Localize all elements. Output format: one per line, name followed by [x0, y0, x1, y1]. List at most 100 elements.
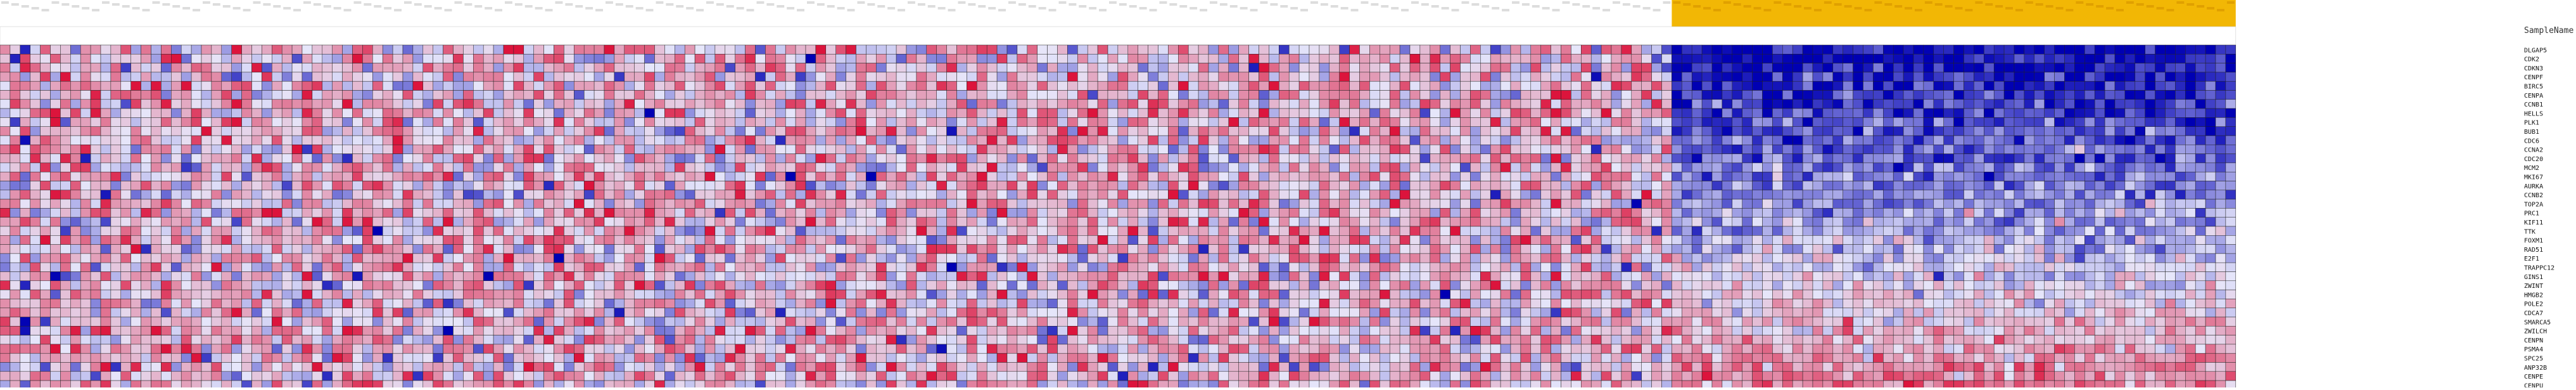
heatmap-cell	[1863, 135, 1874, 145]
heatmap-cell	[2225, 181, 2237, 191]
heatmap-cell	[80, 171, 91, 181]
heatmap-cell	[1953, 108, 1964, 118]
heatmap-cell	[2024, 217, 2035, 227]
heatmap-cell	[986, 117, 998, 127]
heatmap-cell	[523, 208, 534, 218]
heatmap-cell	[543, 171, 554, 181]
heatmap-cell	[141, 208, 151, 218]
heatmap-cell	[110, 181, 122, 191]
heatmap-cell	[50, 126, 61, 136]
heatmap-cell	[1701, 153, 1713, 164]
heatmap-cell	[141, 90, 151, 100]
heatmap-cell	[2124, 145, 2136, 154]
heatmap-cell	[1752, 44, 1763, 55]
heatmap-cell	[543, 99, 554, 109]
heatmap-cell	[1490, 145, 1501, 154]
heatmap-cell	[110, 135, 122, 145]
heatmap-cell	[1832, 162, 1843, 172]
heatmap-cell	[1480, 90, 1491, 100]
heatmap-cell	[473, 126, 484, 136]
heatmap-cell	[342, 235, 353, 245]
heatmap-cell	[1288, 145, 1300, 154]
heatmap-cell	[684, 117, 695, 127]
heatmap-cell	[513, 226, 524, 236]
heatmap-cell	[1490, 198, 1501, 209]
heatmap-cell	[2114, 44, 2126, 55]
column-header-tick	[2176, 1, 2185, 4]
heatmap-cell	[141, 181, 151, 191]
heatmap-cell	[453, 90, 464, 100]
heatmap-cell	[523, 54, 534, 63]
heatmap-cell	[1409, 81, 1421, 91]
heatmap-cell	[1168, 145, 1179, 154]
column-header-tick	[1804, 7, 1811, 10]
heatmap-cell	[825, 44, 836, 55]
heatmap-cell	[1389, 117, 1400, 127]
heatmap-cell	[2003, 181, 2015, 191]
heatmap-cell	[2024, 153, 2035, 164]
heatmap-cell	[483, 171, 494, 181]
heatmap-cell	[1953, 54, 1964, 63]
heatmap-cell	[1419, 162, 1431, 172]
heatmap-cell	[614, 135, 625, 145]
heatmap-cell	[1611, 198, 1622, 209]
heatmap-cell	[1520, 217, 1532, 227]
heatmap-cell	[523, 90, 534, 100]
heatmap-cell	[795, 117, 806, 127]
heatmap-cell	[1631, 145, 1642, 154]
heatmap-cell	[2145, 153, 2155, 164]
heatmap-cell	[1571, 135, 1582, 145]
heatmap-cell	[614, 153, 625, 164]
heatmap-cell	[1590, 162, 1602, 172]
heatmap-cell	[433, 153, 443, 164]
heatmap-cell	[392, 217, 403, 227]
heatmap-cell	[241, 108, 252, 118]
heatmap-cell	[543, 90, 554, 100]
heatmap-cell	[1561, 171, 1571, 181]
heatmap-cell	[1409, 181, 1421, 191]
heatmap-cell	[231, 208, 242, 218]
heatmap-cell	[956, 208, 967, 218]
heatmap-cell	[624, 108, 635, 118]
heatmap-cell	[1590, 126, 1602, 136]
heatmap-cell	[1641, 162, 1652, 172]
heatmap-cell	[1711, 217, 1723, 227]
heatmap-cell	[0, 44, 11, 55]
heatmap-cell	[1964, 117, 1974, 127]
column-header-tick	[92, 9, 99, 11]
heatmap-cell	[554, 153, 564, 164]
heatmap-cell	[815, 190, 827, 200]
heatmap-cell	[1269, 44, 1279, 55]
heatmap-cell	[1460, 44, 1471, 55]
heatmap-cell	[433, 171, 443, 181]
heatmap-cell	[1359, 44, 1370, 55]
heatmap-cell	[1319, 72, 1330, 82]
heatmap-cell	[473, 153, 484, 164]
heatmap-cell	[2135, 181, 2145, 191]
heatmap-cell	[1802, 171, 1813, 181]
heatmap-cell	[714, 145, 726, 154]
heatmap-cell	[2014, 126, 2025, 136]
column-header-tick	[444, 9, 452, 11]
heatmap-cell	[433, 99, 443, 109]
heatmap-cell	[564, 217, 574, 227]
heatmap-cell	[1742, 99, 1753, 109]
heatmap-cell	[694, 44, 706, 55]
heatmap-cell	[221, 171, 232, 181]
heatmap-cell	[291, 208, 303, 218]
heatmap-cell	[2003, 117, 2015, 127]
heatmap-cell	[352, 99, 363, 109]
heatmap-cell	[1047, 235, 1058, 245]
column-header-tick	[142, 9, 150, 11]
heatmap-cell	[1802, 126, 1813, 136]
heatmap-cell	[2084, 162, 2095, 172]
heatmap-cell	[503, 226, 514, 236]
heatmap-cell	[1298, 54, 1310, 63]
heatmap-cell	[1047, 198, 1058, 209]
heatmap-cell	[1520, 198, 1532, 209]
heatmap-cell	[1520, 226, 1532, 236]
heatmap-cell	[1832, 117, 1843, 127]
heatmap-cell	[272, 162, 282, 172]
heatmap-cell	[2064, 63, 2075, 73]
heatmap-cell	[906, 117, 917, 127]
